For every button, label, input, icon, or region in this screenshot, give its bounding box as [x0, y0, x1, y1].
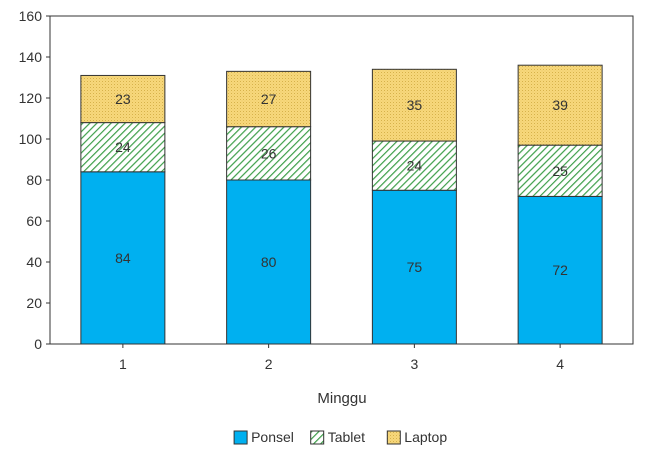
- legend: Ponsel Tablet Laptop: [233, 429, 447, 445]
- bar-laptop-4: [517, 64, 603, 146]
- bar-ponsel-2: [226, 179, 312, 345]
- legend-label-ponsel: Ponsel: [251, 429, 294, 445]
- y-tick-label: 140: [19, 49, 43, 65]
- data-label-tablet-2: 26: [261, 145, 277, 161]
- legend-swatch-tablet: [310, 430, 325, 445]
- y-tick-label: 0: [34, 336, 42, 352]
- bar-ponsel-4: [517, 195, 603, 345]
- y-axis: 0 20 40 60 80 100 120 140 160: [19, 8, 50, 352]
- data-label-laptop-3: 35: [407, 97, 423, 113]
- bar-ponsel-3: [371, 189, 457, 345]
- y-tick-label: 100: [19, 131, 43, 147]
- bar-laptop-2: [226, 70, 312, 128]
- bar-tablet-3: [371, 140, 457, 191]
- bar-laptop-1: [80, 74, 166, 124]
- bar-tablet-2: [226, 126, 312, 181]
- data-label-ponsel-2: 80: [261, 254, 277, 270]
- y-tick-label: 60: [26, 213, 42, 229]
- legend-swatch-ponsel: [233, 430, 248, 445]
- x-tick-label: 4: [556, 356, 564, 372]
- y-tick-label: 120: [19, 90, 43, 106]
- data-label-ponsel-1: 84: [115, 250, 131, 266]
- x-axis: 1 2 3 4: [119, 344, 564, 372]
- bar-laptop-3: [371, 68, 457, 142]
- bars: 84 24 23 80 26 27 75 24 35 72 25 39: [80, 64, 603, 345]
- x-tick-label: 2: [265, 356, 273, 372]
- legend-swatch-laptop: [386, 430, 401, 445]
- data-label-tablet-3: 24: [407, 158, 423, 174]
- y-tick-label: 20: [26, 295, 42, 311]
- data-label-ponsel-3: 75: [407, 259, 423, 275]
- x-tick-label: 1: [119, 356, 127, 372]
- data-label-ponsel-4: 72: [552, 262, 568, 278]
- bar-ponsel-1: [80, 171, 166, 345]
- data-label-laptop-1: 23: [115, 91, 131, 107]
- bar-tablet-1: [80, 122, 166, 173]
- x-tick-label: 3: [410, 356, 418, 372]
- data-label-tablet-1: 24: [115, 139, 131, 155]
- y-tick-label: 40: [26, 254, 42, 270]
- legend-label-laptop: Laptop: [404, 429, 447, 445]
- bar-tablet-4: [517, 144, 603, 197]
- data-label-tablet-4: 25: [552, 163, 568, 179]
- y-tick-label: 80: [26, 172, 42, 188]
- legend-label-tablet: Tablet: [328, 429, 365, 445]
- y-tick-label: 160: [19, 8, 43, 24]
- x-axis-title: Minggu: [317, 390, 366, 407]
- data-label-laptop-2: 27: [261, 91, 277, 107]
- data-label-laptop-4: 39: [552, 97, 568, 113]
